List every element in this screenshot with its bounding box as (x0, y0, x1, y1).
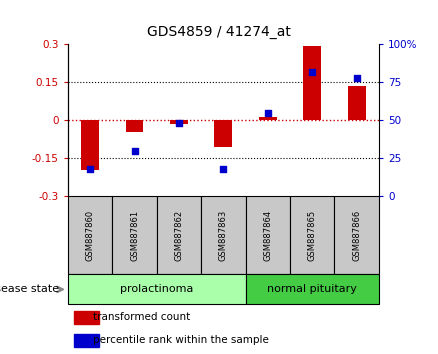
Text: normal pituitary: normal pituitary (267, 284, 357, 295)
Text: GSM887865: GSM887865 (308, 210, 317, 261)
Bar (74, 334, 99, 347)
Text: GSM887861: GSM887861 (130, 210, 139, 261)
Bar (215, 120, 232, 147)
Bar (170, 120, 188, 124)
Text: GSM887862: GSM887862 (174, 210, 184, 261)
Bar (201, 196, 246, 274)
Text: GSM887863: GSM887863 (219, 210, 228, 261)
Text: disease state: disease state (0, 284, 59, 295)
Text: percentile rank within the sample: percentile rank within the sample (93, 335, 268, 346)
Point (309, 69, 316, 74)
Text: GSM887866: GSM887866 (352, 210, 361, 261)
Bar (81, 120, 99, 170)
Bar (246, 274, 379, 304)
Text: GSM887864: GSM887864 (263, 210, 272, 261)
Bar (348, 86, 366, 120)
Bar (68, 196, 112, 274)
Bar (112, 196, 157, 274)
Bar (304, 46, 321, 120)
Text: prolactinoma: prolactinoma (120, 284, 194, 295)
Text: GDS4859 / 41274_at: GDS4859 / 41274_at (147, 25, 291, 39)
Point (176, 121, 183, 126)
Bar (335, 196, 379, 274)
Bar (74, 311, 99, 324)
Text: GSM887860: GSM887860 (85, 210, 95, 261)
Point (131, 148, 138, 154)
Bar (157, 196, 201, 274)
Bar (68, 274, 246, 304)
Bar (259, 116, 277, 120)
Point (220, 166, 227, 172)
Bar (126, 120, 143, 132)
Bar (290, 196, 335, 274)
Text: transformed count: transformed count (93, 312, 190, 322)
Point (353, 75, 360, 81)
Point (87, 166, 94, 172)
Point (264, 110, 271, 115)
Bar (246, 196, 290, 274)
